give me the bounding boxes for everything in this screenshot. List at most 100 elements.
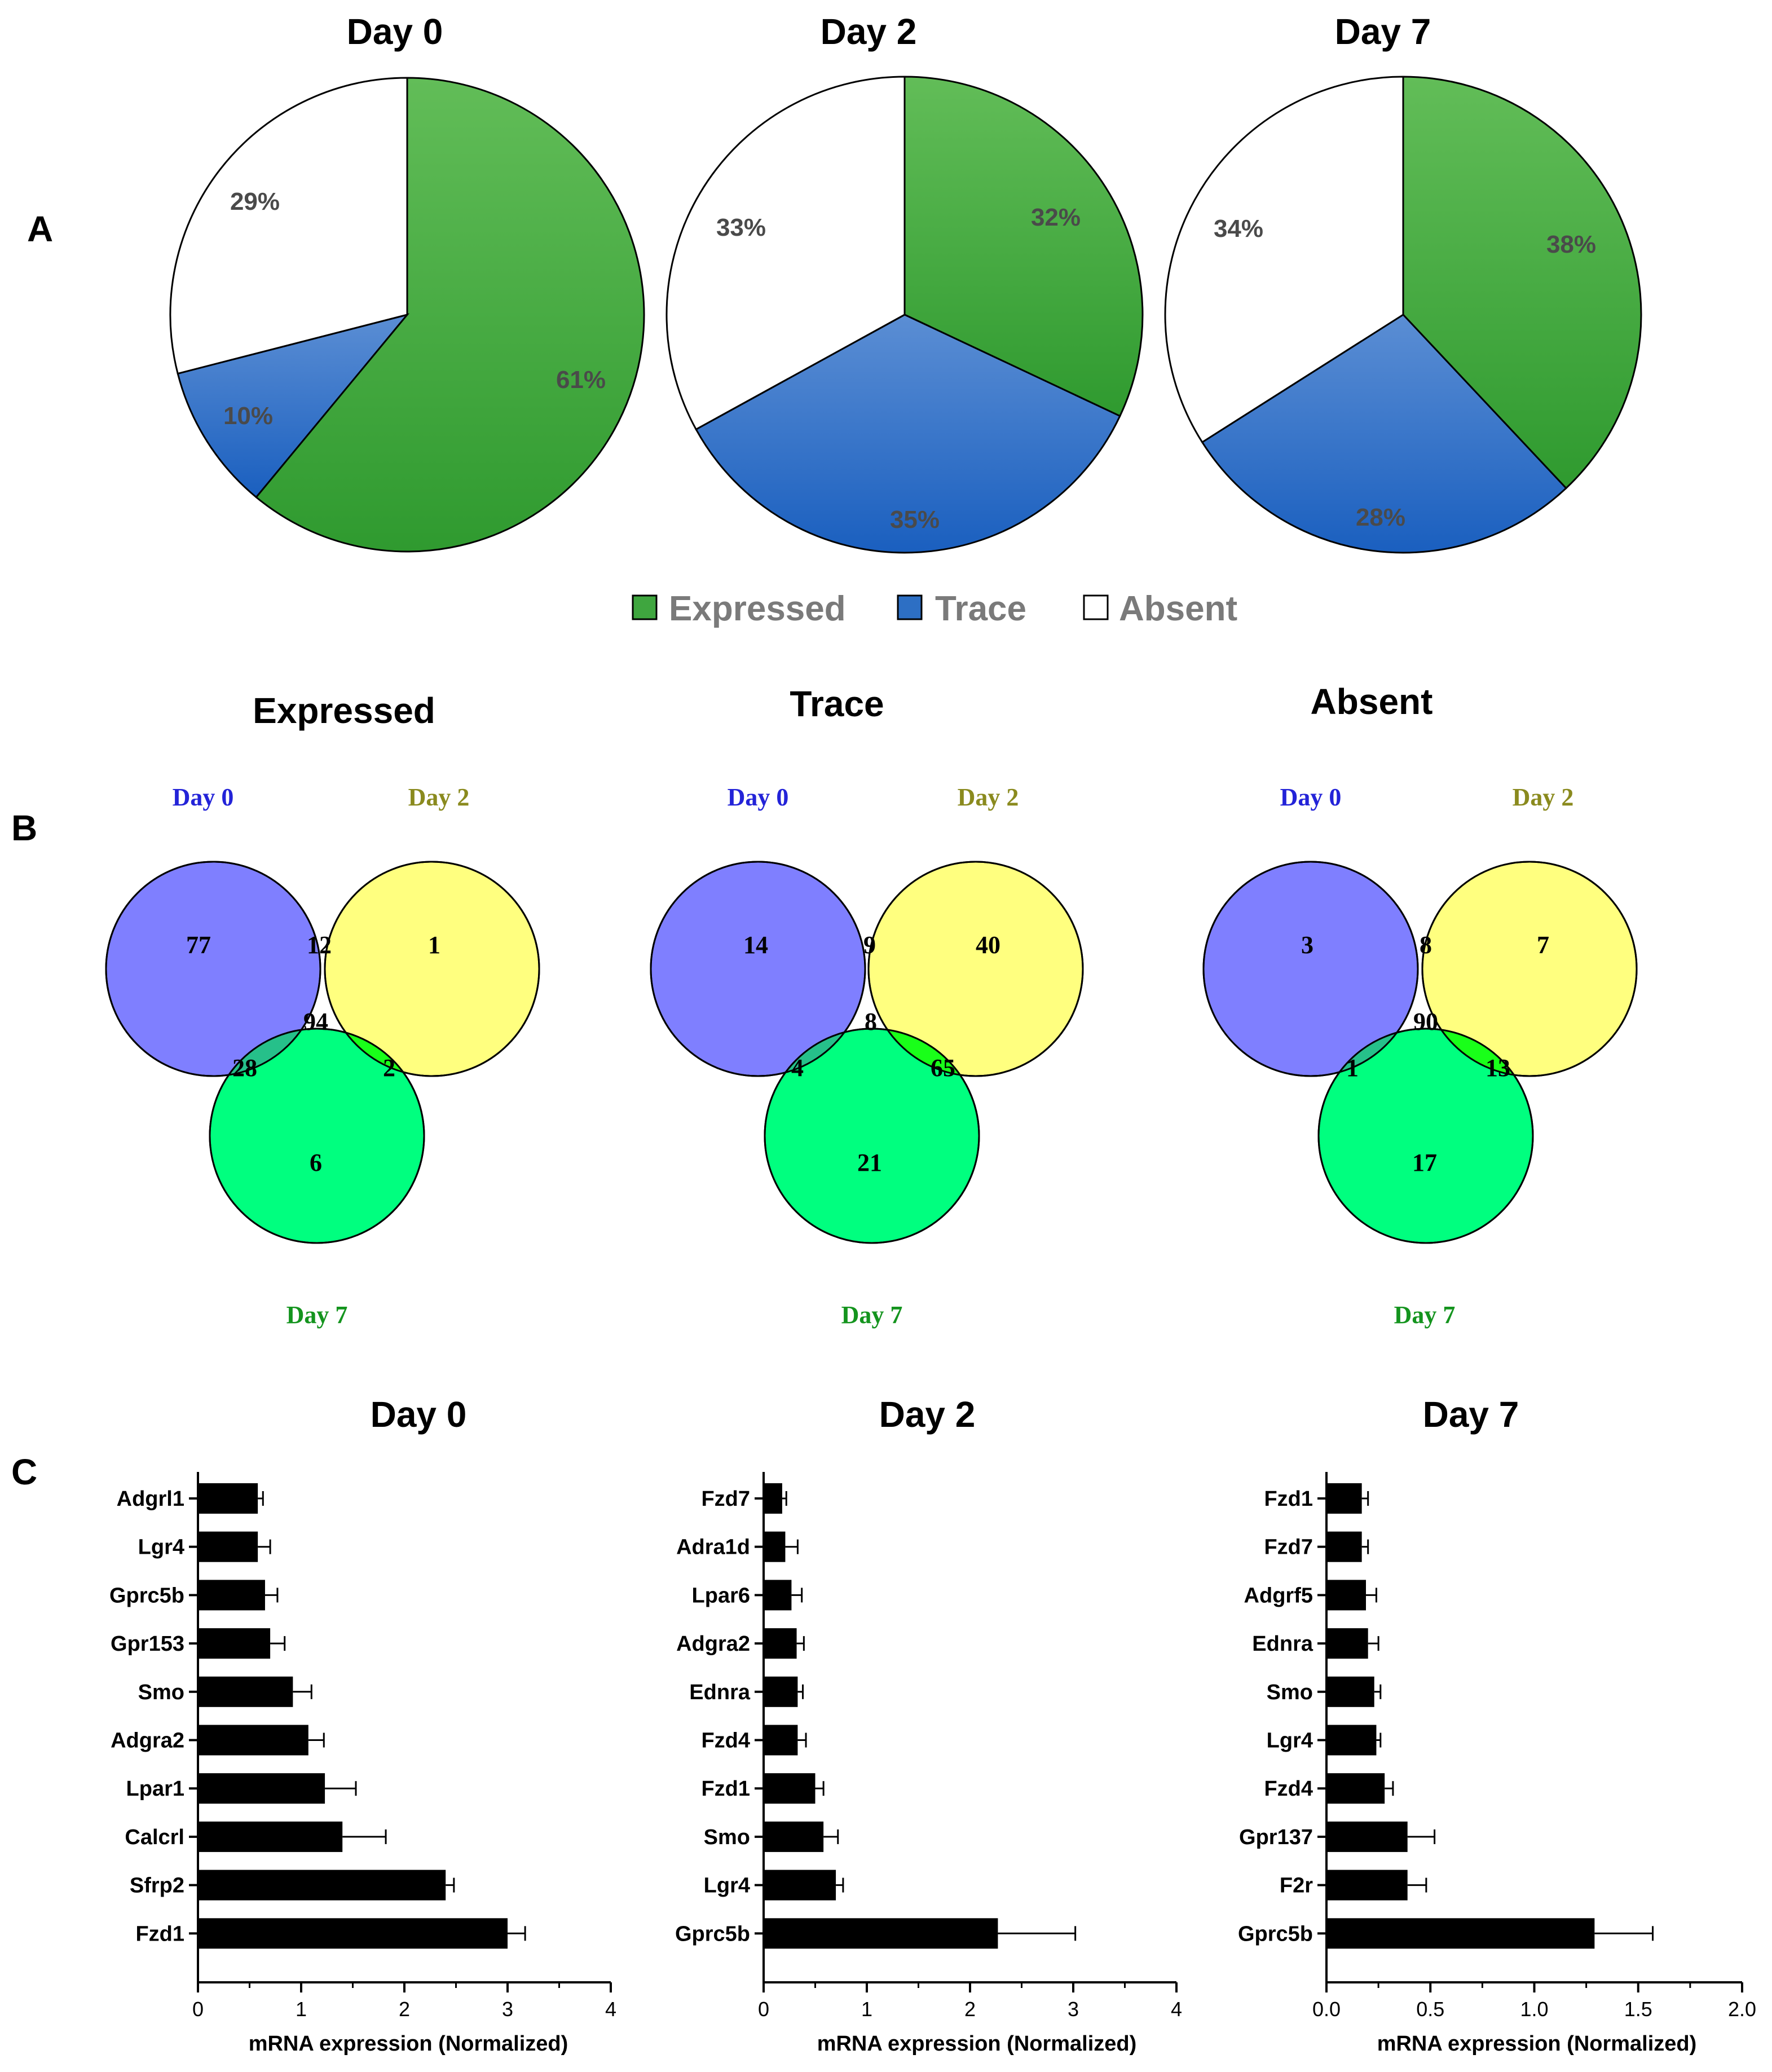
pie-slice-trace xyxy=(177,313,410,499)
pie-slice-absent xyxy=(665,76,906,431)
legend: Expressed Trace Absent xyxy=(632,589,1237,628)
pie-label-expressed: 61% xyxy=(556,366,606,394)
x-tick-label: 0.0 xyxy=(1312,1998,1341,2021)
pie-chart-day-7: Day 7 38% 28% 34% xyxy=(1164,11,1642,554)
category-label: Smo xyxy=(1267,1681,1313,1704)
pie-slice-expressed xyxy=(255,77,645,553)
x-tick-label: 0 xyxy=(758,1998,769,2021)
venn-label-day-0: Day 0 xyxy=(1280,783,1342,811)
x-tick-label: 0 xyxy=(192,1998,204,2021)
legend-swatch-expressed xyxy=(632,594,658,620)
pie-label-expressed: 32% xyxy=(1031,204,1081,231)
venn-title: Trace xyxy=(790,684,884,724)
bar xyxy=(1326,1628,1368,1659)
pie-chart-day-2: Day 2 32% 35% 33% xyxy=(665,11,1144,554)
legend-label-trace: Trace xyxy=(935,589,1026,628)
bar xyxy=(764,1870,836,1901)
bar xyxy=(1326,1580,1367,1611)
venn-label-day-2: Day 2 xyxy=(958,783,1019,811)
pie-chart-day-0: Day 0 61% 10% 29% xyxy=(169,11,645,553)
venn-count-day-0-day-2: 9 xyxy=(863,931,876,959)
bar xyxy=(764,1676,798,1707)
panel-label-a: A xyxy=(27,209,53,249)
pie-label-absent: 29% xyxy=(230,188,280,215)
x-tick-label: 1.0 xyxy=(1520,1998,1548,2021)
x-axis-label: mRNA expression (Normalized) xyxy=(249,2032,568,2056)
venn-outline-day-2 xyxy=(1421,861,1638,1077)
venn-outline-day-0 xyxy=(1202,861,1419,1077)
legend-swatch-absent xyxy=(1083,594,1109,620)
category-label: Fzd7 xyxy=(1264,1536,1313,1559)
venn-outline-day-0 xyxy=(650,861,866,1077)
bar xyxy=(764,1821,824,1852)
bar xyxy=(1326,1773,1385,1804)
category-label: Sfrp2 xyxy=(130,1874,184,1898)
venn-outline-day-7 xyxy=(1317,1028,1534,1244)
venn-trace: Trace Day 0 Day 2 Day 7 14 9 40 8 4 65 2… xyxy=(650,684,1084,1329)
venn-label-day-7: Day 7 xyxy=(1394,1301,1456,1329)
venn-expressed: Expressed Day 0 Day 2 Day 7 77 12 1 94 2… xyxy=(105,690,540,1329)
x-tick-label: 4 xyxy=(1171,1998,1182,2021)
bar-chart-day-7: Day 7 mRNA expression (Normalized) 0.0 0.… xyxy=(1238,1394,1756,2056)
pie-label-trace: 10% xyxy=(223,402,273,430)
venn-count-only-day-0: 3 xyxy=(1301,931,1313,959)
venn-count-only-day-7: 21 xyxy=(857,1149,882,1176)
pie-label-expressed: 38% xyxy=(1546,231,1596,258)
bar xyxy=(764,1628,797,1659)
legend-label-absent: Absent xyxy=(1119,589,1237,628)
bar xyxy=(1326,1870,1408,1901)
bar-chart-day-2: Day 2 mRNA expression (Normalized) 0 1 2 3 4… xyxy=(675,1394,1182,2056)
venn-count-only-day-7: 6 xyxy=(310,1149,322,1176)
pie-slice-absent xyxy=(1164,76,1404,444)
panel-label-c: C xyxy=(11,1452,37,1492)
category-label: Fzd1 xyxy=(1264,1487,1313,1511)
venn-count-day-0-day-7: 1 xyxy=(1346,1054,1359,1082)
pie-slice-absent xyxy=(169,77,408,375)
bar xyxy=(1326,1483,1362,1514)
venn-count-only-day-2: 7 xyxy=(1537,931,1549,959)
venn-title: Absent xyxy=(1311,681,1433,722)
category-label: Adra1d xyxy=(676,1536,750,1559)
pie-slice-expressed xyxy=(1402,76,1642,490)
bar xyxy=(198,1870,446,1901)
category-label: Smo xyxy=(138,1681,184,1704)
x-tick-label: 0.5 xyxy=(1416,1998,1444,2021)
venn-absent: Absent Day 0 Day 2 Day 7 3 8 7 90 1 13 1… xyxy=(1202,681,1638,1329)
venn-count-all: 90 xyxy=(1413,1008,1438,1035)
bar-title: Day 7 xyxy=(1423,1394,1519,1435)
venn-label-day-0: Day 0 xyxy=(173,783,234,811)
category-label: Adgrl1 xyxy=(117,1487,184,1511)
category-label: Lpar1 xyxy=(126,1777,184,1801)
panel-label-b: B xyxy=(11,808,37,848)
venn-count-day-0-day-7: 4 xyxy=(791,1054,804,1082)
venn-count-day-0-day-2: 8 xyxy=(1420,931,1432,959)
pie-slice-expressed xyxy=(903,76,1144,417)
pie-slice-trace xyxy=(695,314,1121,554)
venn-title: Expressed xyxy=(253,690,435,731)
venn-count-day-2-day-7: 2 xyxy=(383,1054,395,1082)
category-label: Gpr137 xyxy=(1239,1826,1313,1849)
venn-label-day-2: Day 2 xyxy=(1513,783,1574,811)
bar xyxy=(198,1628,271,1659)
bar-chart-day-0: Day 0 mRNA expression (Normalized) 0 1 2 3 4… xyxy=(109,1394,616,2056)
x-axis-label: mRNA expression (Normalized) xyxy=(1377,2032,1697,2056)
bar-title: Day 0 xyxy=(371,1394,467,1435)
category-label: Ednra xyxy=(1252,1632,1313,1656)
venn-count-day-2-day-7: 65 xyxy=(931,1054,955,1082)
pie-title: Day 7 xyxy=(1335,11,1431,52)
venn-outline-day-2 xyxy=(324,861,540,1077)
bar xyxy=(198,1725,308,1756)
category-label: Adgra2 xyxy=(676,1632,750,1656)
category-label: Fzd1 xyxy=(701,1777,750,1801)
venn-outline-day-7 xyxy=(764,1028,980,1244)
category-label: F2r xyxy=(1280,1874,1313,1898)
venn-label-day-7: Day 7 xyxy=(286,1301,348,1329)
category-label: Calcrl xyxy=(125,1826,184,1849)
venn-outline-day-0 xyxy=(105,861,321,1077)
x-tick-label: 3 xyxy=(502,1998,513,2021)
venn-count-day-0-day-2: 12 xyxy=(307,931,332,959)
category-label: Gprc5b xyxy=(1238,1922,1313,1946)
category-label: Lpar6 xyxy=(692,1584,750,1607)
